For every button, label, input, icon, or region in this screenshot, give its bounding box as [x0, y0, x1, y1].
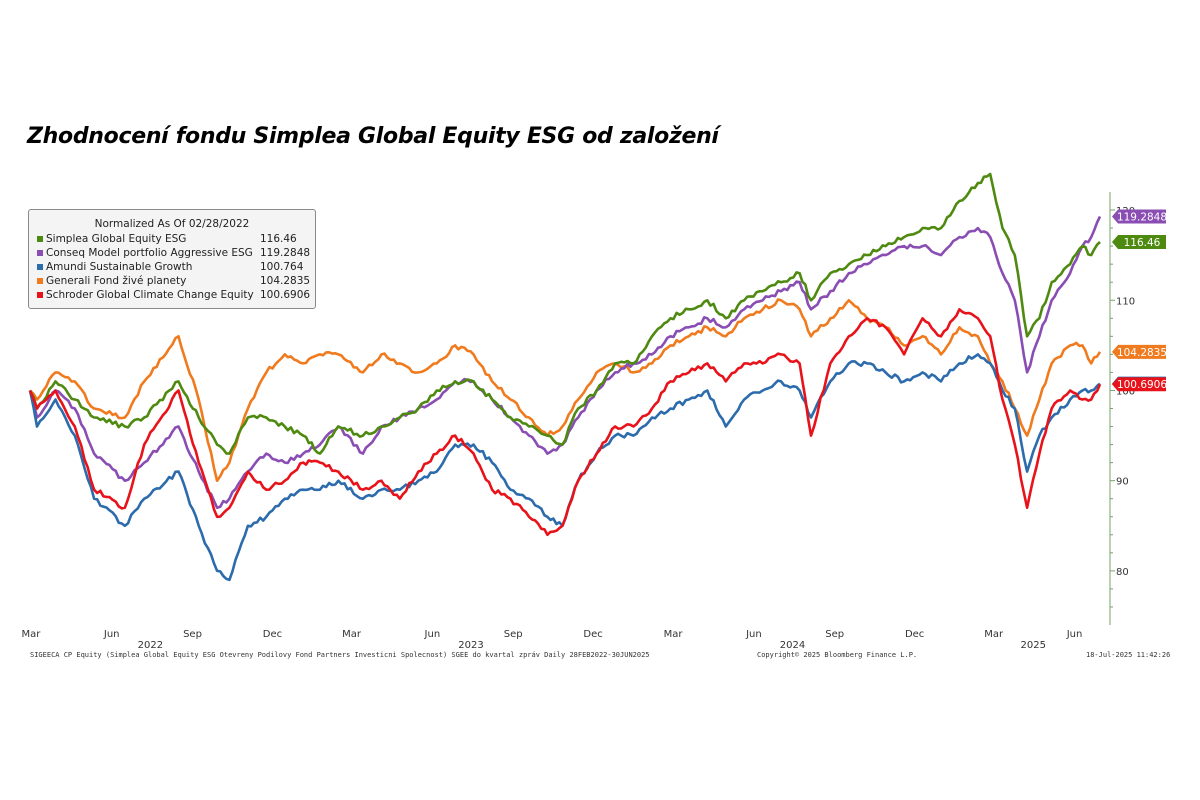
timestamp-note: 18-Jul-2025 11:42:26	[1086, 651, 1171, 659]
y-tick-label-90: 90	[1116, 477, 1129, 488]
x-tick-label-4: Mar	[342, 629, 362, 640]
legend-swatch	[37, 278, 43, 284]
x-year-label-2023: 2023	[458, 640, 483, 651]
x-tick-label-13: Jun	[1066, 629, 1083, 640]
legend-item: Generali Fond živé planety 104.2835	[29, 274, 315, 288]
source-note: SIGEECA CP Equity (Simplea Global Equity…	[30, 651, 650, 659]
legend-value: 100.764	[260, 261, 304, 273]
x-year-label-2025: 2025	[1021, 640, 1046, 651]
legend-label: Amundi Sustainable Growth	[46, 261, 193, 273]
x-year-label-2022: 2022	[138, 640, 163, 651]
series-line-3	[29, 298, 1102, 482]
x-axis: Mar Jun Sep Dec Mar Jun Sep Dec Mar Jun Sep Dec Mar J…	[21, 629, 1082, 651]
y-axis: 8090100110120	[1109, 192, 1135, 625]
last-value-tag-0: 116.46	[1112, 234, 1166, 249]
legend-value: 119.2848	[260, 247, 311, 259]
last-value-tag-bg	[1112, 209, 1166, 224]
y-tick-label-110: 110	[1116, 296, 1135, 307]
legend-swatch	[37, 264, 43, 270]
legend-item: Conseq Model portfolio Aggressive ESG 119…	[29, 246, 315, 260]
last-value-tag-bg	[1112, 344, 1166, 359]
x-tick-label-3: Dec	[263, 629, 282, 640]
series-line-2	[28, 353, 1101, 582]
last-value-tag-4: 100.6906	[1112, 377, 1167, 392]
copyright-note: Copyright© 2025 Bloomberg Finance L.P.	[757, 651, 918, 659]
legend-label: Conseq Model portfolio Aggressive ESG	[46, 247, 253, 259]
x-tick-label-0: Mar	[21, 629, 41, 640]
x-tick-label-8: Mar	[664, 629, 684, 640]
x-tick-label-5: Jun	[424, 629, 441, 640]
legend-value: 104.2835	[260, 275, 311, 287]
legend-label: Schroder Global Climate Change Equity	[46, 289, 254, 301]
series-line-0	[28, 172, 1101, 455]
legend-swatch	[37, 292, 43, 298]
last-value-tag-text: 116.46	[1124, 237, 1161, 249]
series-layer	[28, 172, 1102, 582]
page-title: Zhodnocení fondu Simplea Global Equity E…	[27, 124, 719, 149]
x-tick-label-12: Mar	[984, 629, 1004, 640]
x-tick-label-7: Dec	[583, 629, 602, 640]
last-value-tag-text: 100.6906	[1117, 379, 1167, 391]
last-value-tag-bg	[1112, 234, 1166, 249]
x-tick-label-1: Jun	[103, 629, 120, 640]
last-value-tag-bg	[1112, 377, 1166, 392]
legend-label: Simplea Global Equity ESG	[46, 233, 187, 245]
legend-title: Normalized As Of 02/28/2022	[94, 218, 250, 230]
y-tick-label-100: 100	[1116, 386, 1135, 397]
last-value-tag-text: 104.2835	[1117, 347, 1167, 359]
legend-swatch	[37, 236, 43, 242]
legend-item: Simplea Global Equity ESG 116.46	[29, 232, 315, 246]
legend-value: 100.6906	[260, 289, 311, 301]
x-tick-label-2: Sep	[183, 629, 202, 640]
x-tick-label-10: Sep	[825, 629, 844, 640]
x-tick-label-11: Dec	[905, 629, 924, 640]
y-tick-label-80: 80	[1116, 567, 1129, 578]
chart-legend: Normalized As Of 02/28/2022 Simplea Glob…	[28, 209, 316, 309]
legend-item: Amundi Sustainable Growth 100.764	[29, 260, 315, 274]
legend-rows: Simplea Global Equity ESG 116.46 Conseq Mo…	[29, 232, 315, 302]
last-value-tag-text: 119.2848	[1117, 211, 1167, 223]
series-line-4	[28, 308, 1102, 537]
last-value-tag-1: 119.2848	[1112, 209, 1167, 224]
last-value-tag-3: 104.2835	[1112, 344, 1167, 359]
x-tick-label-9: Jun	[745, 629, 762, 640]
legend-value: 116.46	[260, 233, 297, 245]
legend-label: Generali Fond živé planety	[46, 275, 187, 287]
legend-item: Schroder Global Climate Change Equity 100…	[29, 288, 315, 302]
x-tick-label-6: Sep	[504, 629, 523, 640]
legend-swatch	[37, 250, 43, 256]
x-year-label-2024: 2024	[780, 640, 805, 651]
